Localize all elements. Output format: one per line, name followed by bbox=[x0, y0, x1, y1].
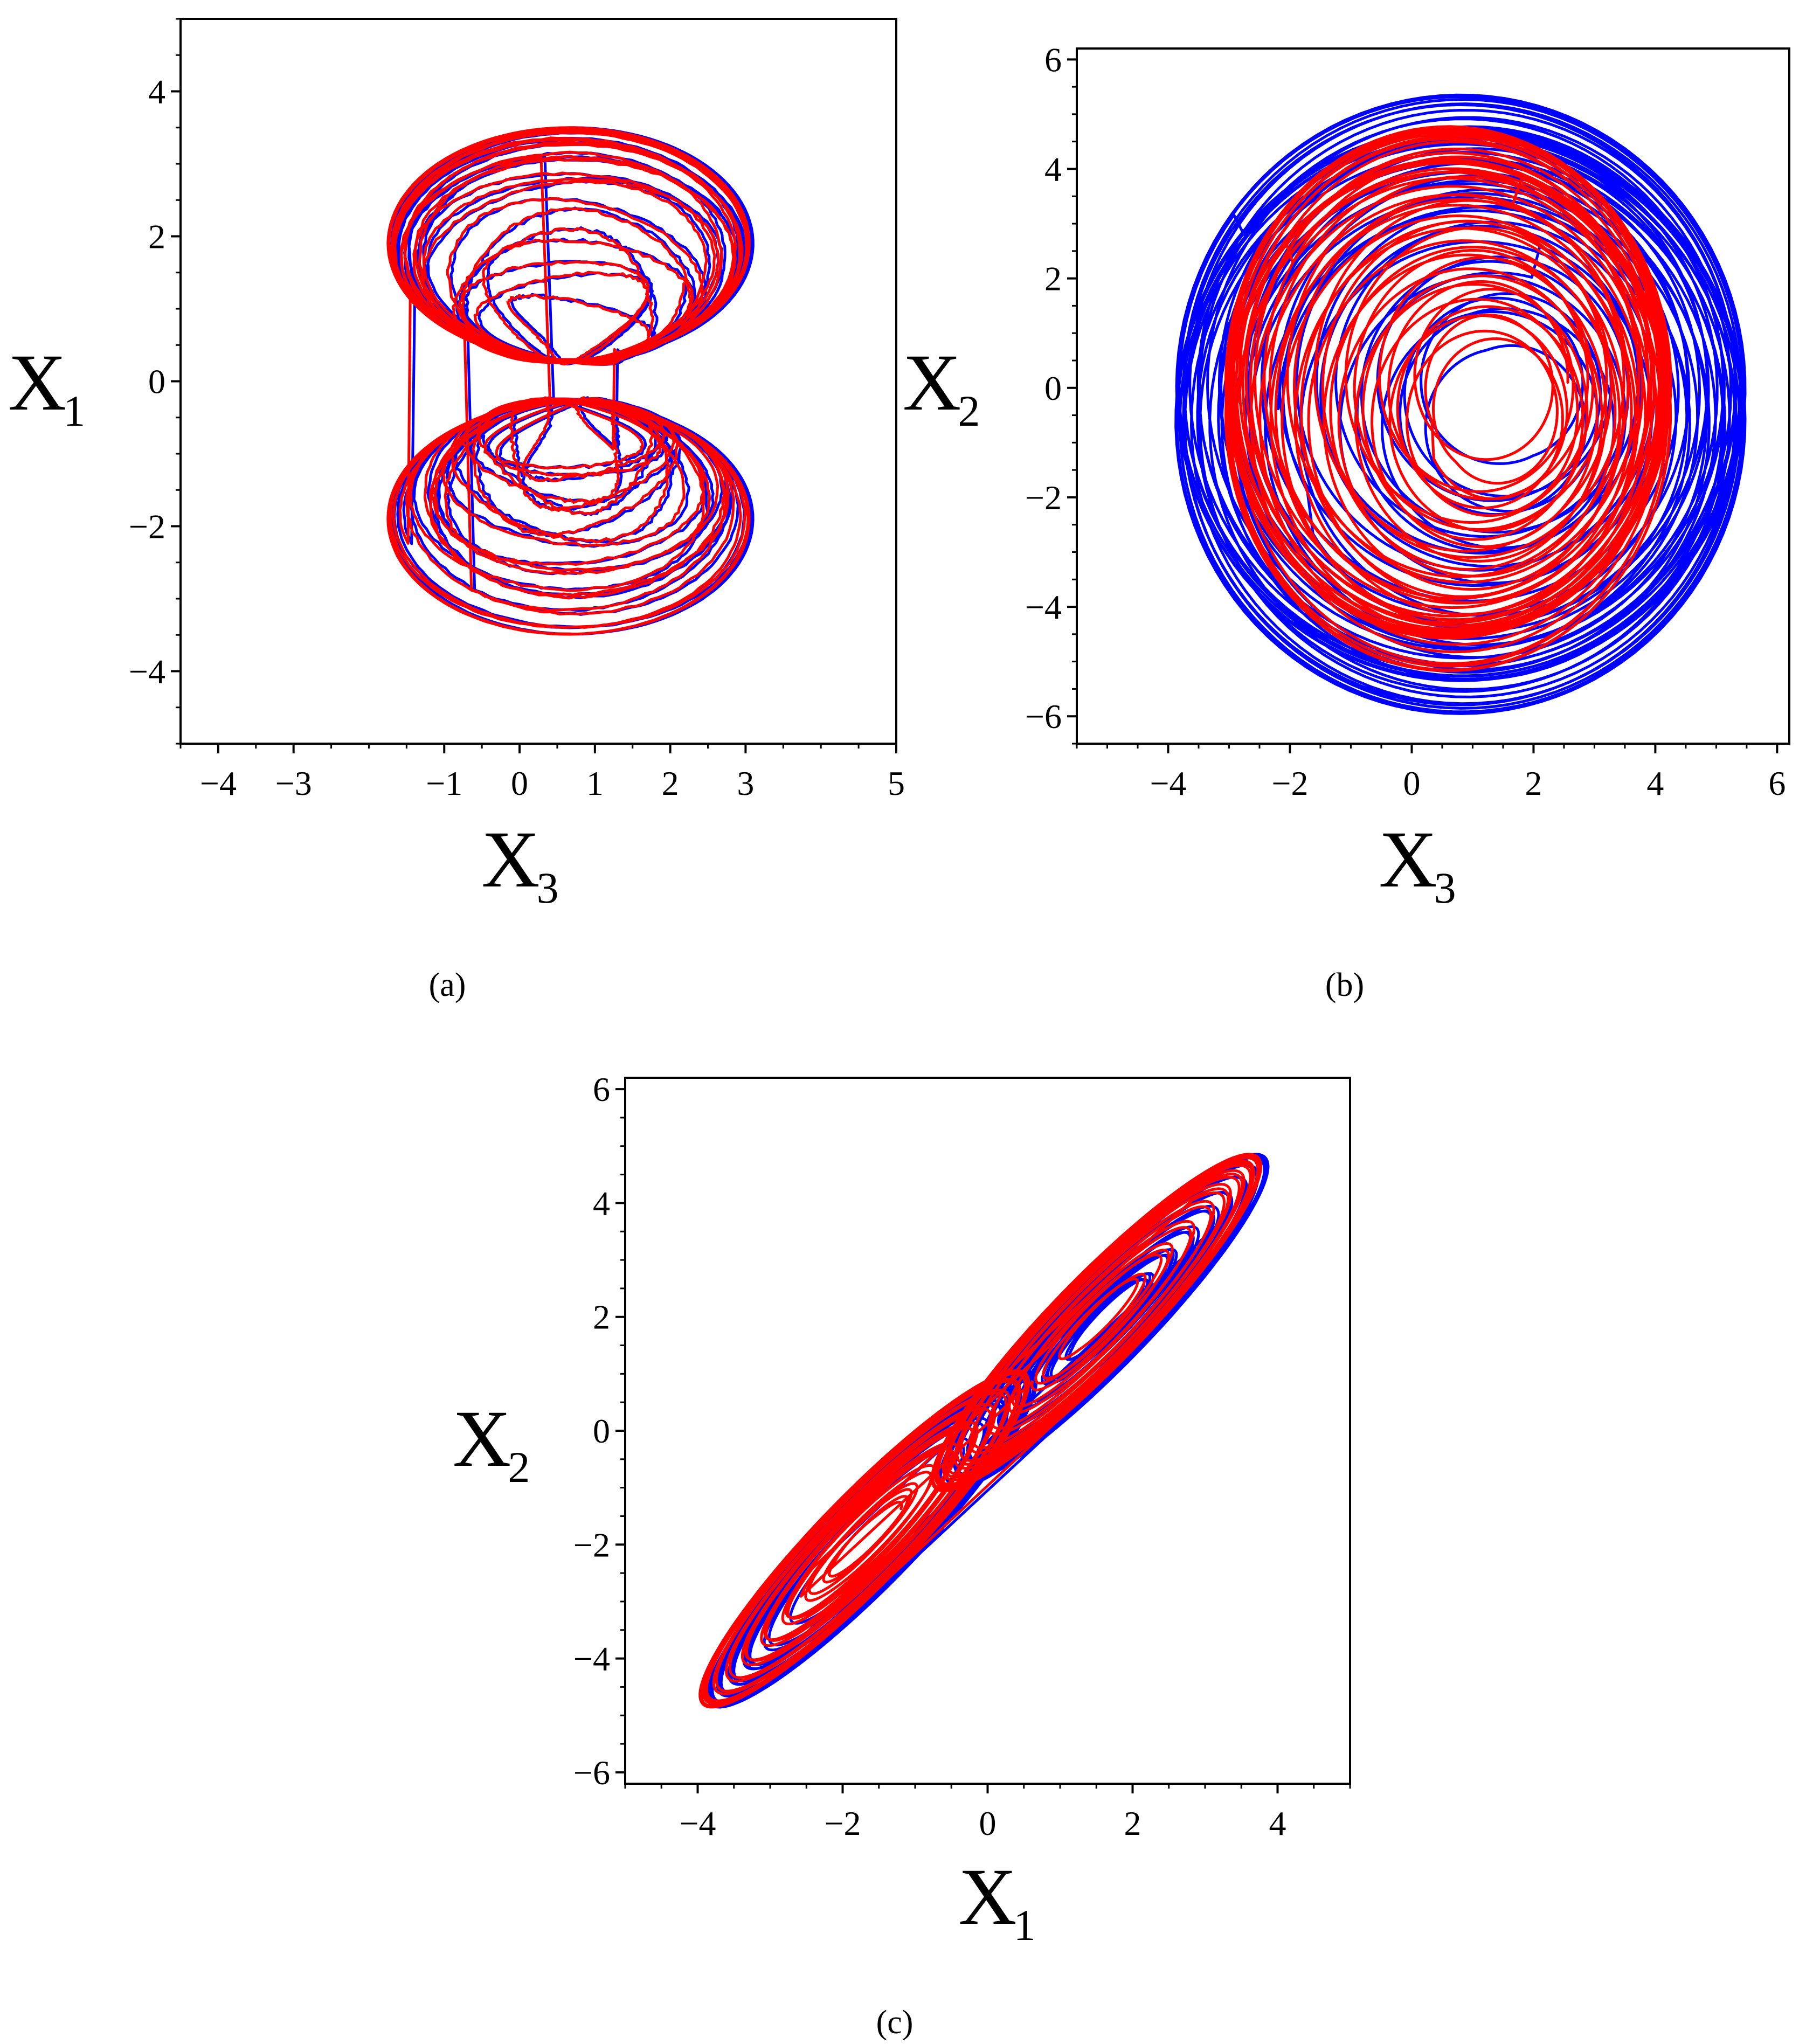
panel-b-trajectories bbox=[1174, 93, 1747, 715]
panel-c-x-tick-label: 0 bbox=[979, 1804, 997, 1842]
panel-b-y-tick-label: 6 bbox=[1044, 40, 1062, 79]
panel-b-y-tick-label: −4 bbox=[1025, 588, 1062, 626]
panel-b-x-tick-label: 6 bbox=[1768, 764, 1786, 802]
panel-a-y-axis-label: X1 bbox=[8, 338, 85, 435]
panel-c-y-tick-label: 4 bbox=[593, 1184, 610, 1222]
panel-c-y-tick-label: −4 bbox=[573, 1640, 610, 1678]
panel-c-x-tick-label: 4 bbox=[1269, 1804, 1286, 1842]
panel-b-y-tick-label: 0 bbox=[1044, 369, 1062, 407]
panel-b-y-tick-label: −2 bbox=[1025, 479, 1062, 517]
panel-b: −4 −2 0 2 4 6 −6 −4 −2 0 2 4 6 X3 X2 (b) bbox=[903, 40, 1790, 1003]
panel-a-y-tick-label: −2 bbox=[129, 508, 165, 546]
panel-b-caption: (b) bbox=[1325, 967, 1364, 1003]
panel-c-y-tick-label: −6 bbox=[573, 1754, 610, 1792]
panel-a-ticks: −4 −3 −1 0 1 2 3 5 −4 −2 0 2 4 bbox=[129, 18, 905, 802]
panel-c-caption: (c) bbox=[876, 2004, 914, 2041]
panel-b-y-tick-label: 2 bbox=[1044, 260, 1062, 298]
panel-a-y-tick-label: 4 bbox=[148, 73, 165, 111]
panel-b-series-2-trajectory bbox=[1224, 125, 1672, 673]
panel-a-x-tick-label: 5 bbox=[888, 764, 905, 802]
panel-c-x-tick-label: −4 bbox=[679, 1804, 716, 1842]
panel-c: −4 −2 0 2 4 −6 −4 −2 0 2 4 6 X1 X2 (c) bbox=[453, 1070, 1351, 2041]
panel-b-series-1-trajectory bbox=[1174, 93, 1747, 715]
panel-c-y-tick-label: 6 bbox=[593, 1070, 610, 1108]
panel-c-trajectories bbox=[698, 1153, 1270, 1709]
panel-a-y-tick-label: −4 bbox=[129, 653, 165, 691]
panel-b-x-tick-label: 4 bbox=[1646, 764, 1664, 802]
panel-a-y-tick-label: 0 bbox=[148, 363, 165, 401]
panel-b-x-tick-label: −4 bbox=[1150, 764, 1186, 802]
panel-c-y-axis-label: X2 bbox=[453, 1394, 530, 1492]
panel-a-y-tick-label: 2 bbox=[148, 218, 165, 256]
panel-c-y-tick-label: 2 bbox=[593, 1298, 610, 1336]
panel-a: −4 −3 −1 0 1 2 3 5 −4 −2 0 2 4 X3 X1 (a) bbox=[8, 18, 905, 1003]
panel-b-y-axis-label: X2 bbox=[903, 338, 980, 435]
panel-b-plot-frame bbox=[1076, 47, 1790, 745]
panel-a-x-tick-label: −4 bbox=[200, 764, 237, 802]
panel-a-x-tick-label: −1 bbox=[426, 764, 462, 802]
panel-b-ticks: −4 −2 0 2 4 6 −6 −4 −2 0 2 4 6 bbox=[1025, 40, 1786, 802]
panel-b-x-tick-label: 0 bbox=[1403, 764, 1420, 802]
panel-b-x-tick-label: −2 bbox=[1271, 764, 1308, 802]
panel-b-x-axis-label: X3 bbox=[1379, 815, 1456, 912]
panel-c-x-tick-label: −2 bbox=[824, 1804, 861, 1842]
panel-a-x-tick-label: 1 bbox=[586, 764, 604, 802]
panel-a-plot-frame bbox=[179, 18, 897, 745]
panel-c-y-tick-label: 0 bbox=[593, 1412, 610, 1450]
panel-b-y-tick-label: 4 bbox=[1044, 150, 1062, 188]
panel-c-ticks: −4 −2 0 2 4 −6 −4 −2 0 2 4 6 bbox=[573, 1070, 1351, 1842]
panel-b-y-tick-label: −6 bbox=[1025, 697, 1062, 736]
panel-c-series-2-trajectory bbox=[698, 1153, 1263, 1709]
panel-c-x-axis-label: X1 bbox=[958, 1852, 1035, 1950]
panel-c-y-tick-label: −2 bbox=[573, 1526, 610, 1564]
panel-a-x-tick-label: −3 bbox=[275, 764, 312, 802]
panel-b-x-tick-label: 2 bbox=[1525, 764, 1542, 802]
panel-a-x-axis-label: X3 bbox=[481, 815, 558, 912]
panel-a-x-tick-label: 3 bbox=[737, 764, 754, 802]
panel-a-trajectories bbox=[386, 126, 755, 636]
panel-a-series-2-trajectory bbox=[386, 126, 751, 636]
panel-c-x-tick-label: 2 bbox=[1124, 1804, 1141, 1842]
panel-a-caption: (a) bbox=[429, 967, 466, 1003]
panel-a-x-tick-label: 2 bbox=[662, 764, 679, 802]
panel-a-x-tick-label: 0 bbox=[511, 764, 528, 802]
